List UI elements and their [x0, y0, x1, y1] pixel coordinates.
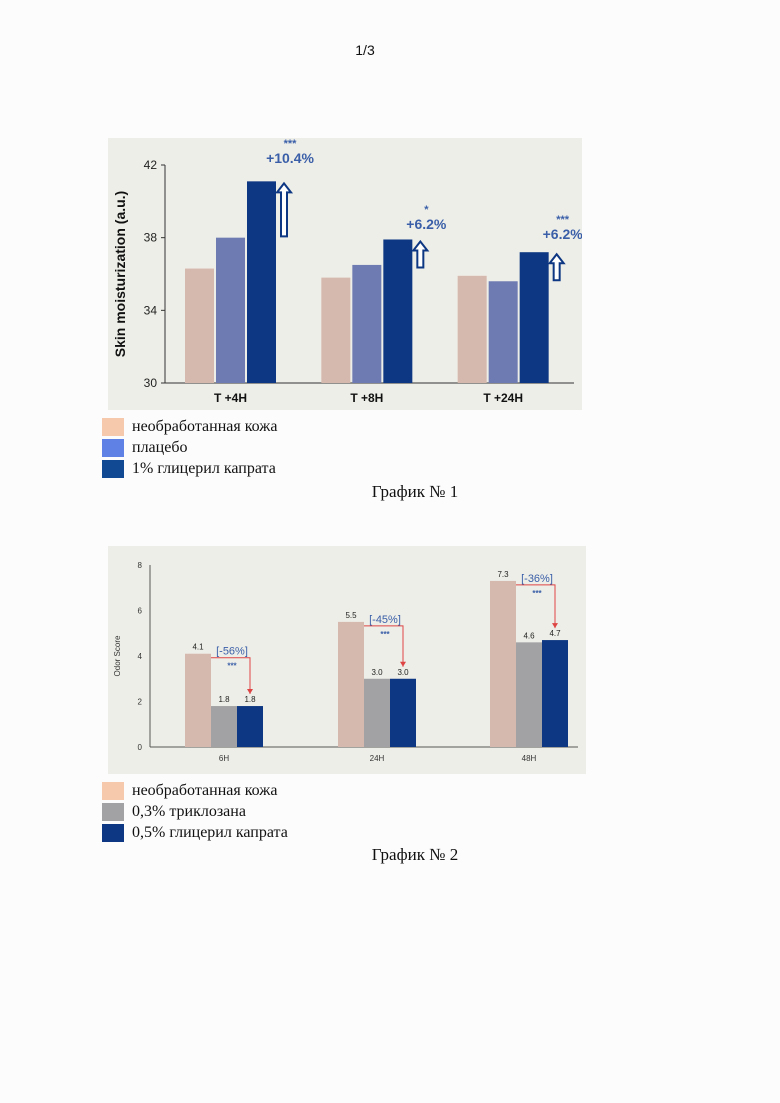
legend-chart1: необработанная кожа плацебо 1% глицерил … [102, 416, 277, 479]
percent-reduction-label: [-36%] [521, 573, 553, 585]
y-axis-label: Skin moisturization (a.u.) [112, 191, 128, 357]
y-axis-label: Odor Score [113, 635, 122, 676]
x-tick-label: 48H [522, 754, 537, 763]
legend-item-glyceryl: 1% глицерил капрата [102, 458, 277, 479]
bar-2-2 [542, 640, 568, 747]
significance-stars: *** [227, 662, 237, 671]
data-label: 3.0 [397, 668, 409, 677]
legend-item-untreated: необработанная кожа [102, 416, 277, 437]
skin-moisturization-chart: 30 34 38 42 Skin moisturization (a.u.) T +4H *… [108, 138, 582, 410]
significance-stars: *** [380, 630, 390, 639]
bar-0-2 [458, 276, 487, 383]
percent-reduction-label: [-45%] [369, 614, 401, 626]
legend-swatch-untreated [102, 418, 124, 436]
y-tick-label: 38 [144, 231, 158, 245]
y-tick-label: 4 [138, 652, 143, 661]
percent-change-label: +6.2% [406, 216, 447, 232]
bar-0-2 [490, 581, 516, 747]
data-label: 5.5 [345, 611, 357, 620]
page-number: 1/3 [0, 42, 730, 58]
y-tick-label: 8 [138, 561, 143, 570]
data-label: 4.7 [549, 629, 561, 638]
bar-0-1 [338, 622, 364, 747]
significance-stars: *** [532, 589, 542, 598]
legend-swatch-placebo [102, 439, 124, 457]
data-label: 4.6 [523, 631, 535, 640]
legend-label: 0,3% триклозана [132, 803, 246, 821]
data-label: 4.1 [192, 643, 204, 652]
bar-2-2 [520, 252, 549, 383]
chart1-svg: 30 34 38 42 Skin moisturization (a.u.) T +4H *… [108, 138, 582, 410]
percent-reduction-label: [-56%] [216, 646, 248, 658]
x-tick-label: T +8H [350, 391, 383, 405]
legend-swatch-glyceryl [102, 460, 124, 478]
legend-item-glyceryl: 0,5% глицерил капрата [102, 822, 288, 843]
bar-2-1 [390, 679, 416, 747]
down-arrow-icon [552, 623, 558, 628]
bar-0-1 [321, 278, 350, 383]
percent-change-label: +6.2% [543, 226, 582, 242]
legend-swatch-glyceryl [102, 824, 124, 842]
bar-1-2 [516, 642, 542, 747]
x-tick-label: 24H [370, 754, 385, 763]
y-tick-label: 30 [144, 376, 158, 390]
data-label: 1.8 [244, 695, 256, 704]
x-tick-label: T +24H [483, 391, 523, 405]
chart2-svg: 0 2 4 6 8 Odor Score 4.1 1.8 1.8 6H [-56%] *** 5.5 3.… [108, 546, 586, 774]
y-tick-label: 0 [138, 743, 143, 752]
odor-score-chart: 0 2 4 6 8 Odor Score 4.1 1.8 1.8 6H [-56%] *** 5.5 3.… [108, 546, 586, 774]
legend-label: необработанная кожа [132, 418, 277, 436]
significance-stars: * [424, 204, 429, 216]
bar-0-0 [185, 654, 211, 747]
bar-1-1 [352, 265, 381, 383]
up-arrow-icon [413, 241, 427, 267]
y-tick-label: 6 [138, 607, 143, 616]
data-label: 1.8 [218, 695, 230, 704]
y-tick-label: 42 [144, 158, 158, 172]
up-arrow-icon [277, 183, 291, 236]
legend-item-untreated: необработанная кожа [102, 780, 288, 801]
legend-label: 0,5% глицерил капрата [132, 824, 288, 842]
legend-label: плацебо [132, 439, 187, 457]
legend-item-placebo: плацебо [102, 437, 277, 458]
bar-0-0 [185, 269, 214, 383]
down-arrow-icon [247, 689, 253, 694]
x-tick-label: T +4H [214, 391, 247, 405]
chart1-caption: График № 1 [0, 482, 780, 502]
up-arrow-icon [550, 254, 564, 280]
data-label: 3.0 [371, 668, 383, 677]
bar-2-1 [383, 239, 412, 383]
legend-chart2: необработанная кожа 0,3% триклозана 0,5%… [102, 780, 288, 843]
legend-swatch-triclosan [102, 803, 124, 821]
significance-stars: *** [284, 138, 298, 150]
bar-1-0 [216, 238, 245, 383]
legend-item-triclosan: 0,3% триклозана [102, 801, 288, 822]
legend-swatch-untreated [102, 782, 124, 800]
chart2-caption: График № 2 [0, 845, 780, 865]
data-label: 7.3 [497, 570, 509, 579]
bar-1-2 [489, 281, 518, 383]
bar-2-0 [237, 706, 263, 747]
legend-label: 1% глицерил капрата [132, 460, 276, 478]
x-tick-label: 6H [219, 754, 229, 763]
bar-1-1 [364, 679, 390, 747]
legend-label: необработанная кожа [132, 782, 277, 800]
y-tick-label: 2 [138, 698, 143, 707]
down-arrow-icon [400, 662, 406, 667]
significance-stars: *** [556, 214, 570, 226]
y-tick-label: 34 [144, 303, 158, 317]
bar-1-0 [211, 706, 237, 747]
percent-change-label: +10.4% [266, 150, 314, 166]
bar-2-0 [247, 181, 276, 383]
